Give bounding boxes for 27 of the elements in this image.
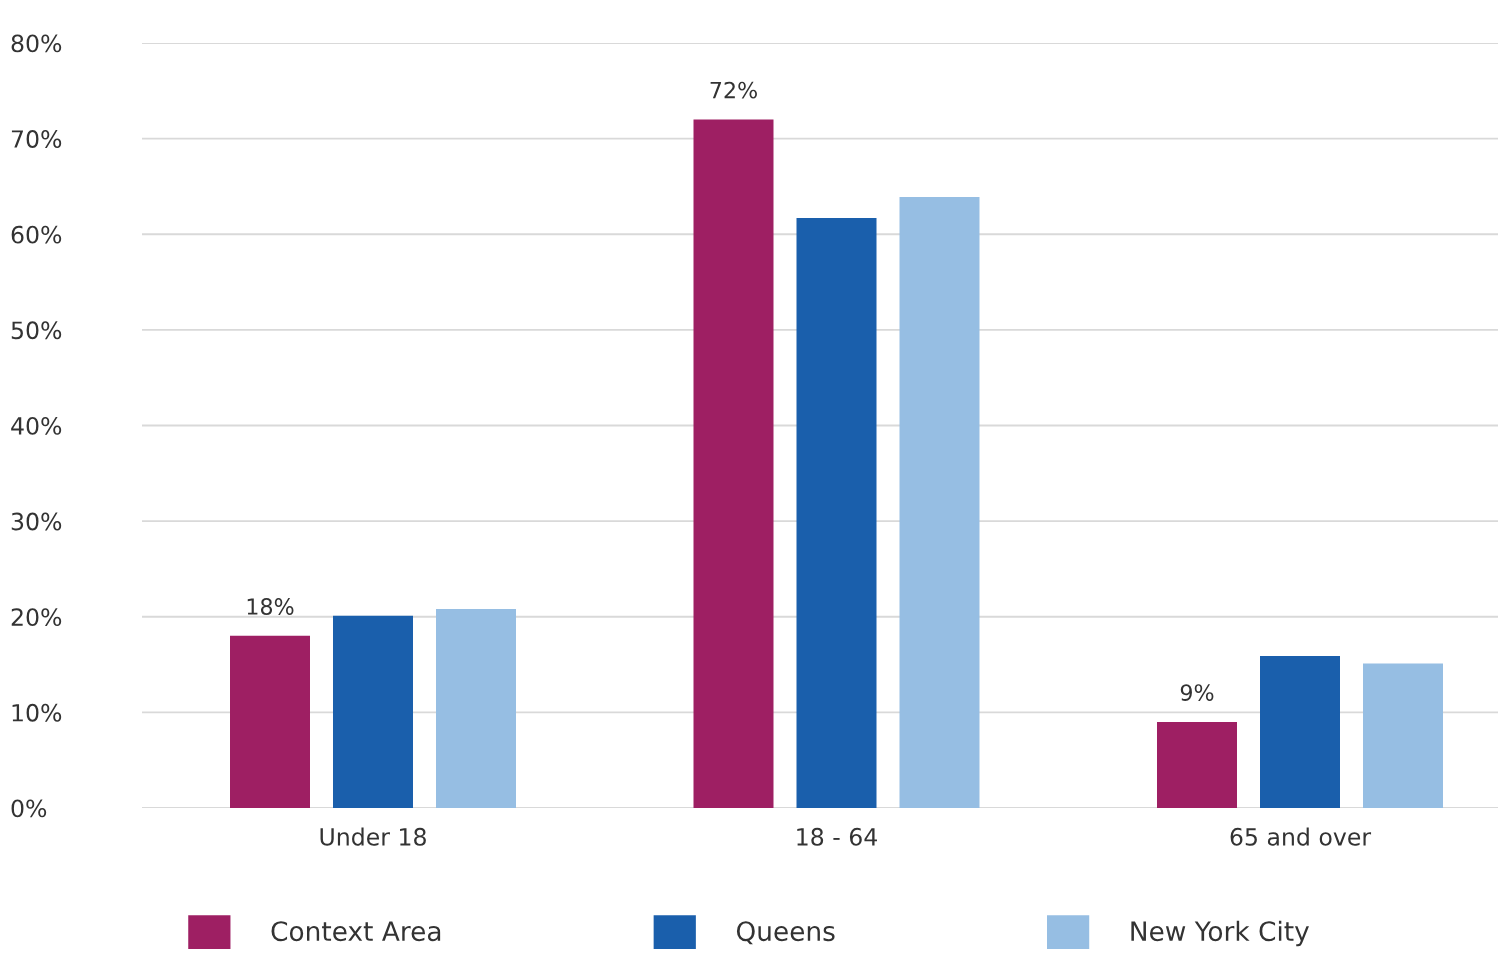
bar — [899, 196, 980, 808]
y-tick-label: 50% — [11, 321, 62, 340]
y-tick-label: 70% — [11, 130, 62, 148]
data-label: 18% — [247, 598, 294, 615]
bar — [230, 635, 310, 808]
legend-label: Queens — [736, 921, 835, 945]
y-tick-label: 40% — [11, 416, 62, 435]
bar — [1157, 721, 1237, 808]
bar — [333, 615, 413, 808]
x-tick-label: Under 18 — [320, 827, 426, 846]
y-tick-label: 60% — [11, 225, 62, 244]
bar — [796, 217, 877, 808]
y-tick-label: 10% — [12, 703, 62, 722]
y-tick-label: 20% — [11, 608, 62, 627]
y-tick-label: 30% — [11, 512, 62, 531]
data-label: 9% — [1180, 684, 1214, 701]
data-label: 72% — [710, 81, 757, 99]
bar — [693, 119, 774, 808]
x-tick-label: 18 - 64 — [797, 827, 877, 846]
y-tick-label: 0% — [11, 799, 47, 818]
legend-label: New York City — [1131, 920, 1309, 947]
bar — [1260, 655, 1340, 808]
legend-label: Context Area — [271, 921, 441, 942]
bar — [1363, 663, 1443, 808]
y-tick-label: 80% — [11, 34, 62, 53]
bar — [436, 609, 516, 808]
x-tick-label: 65 and over — [1230, 827, 1372, 846]
